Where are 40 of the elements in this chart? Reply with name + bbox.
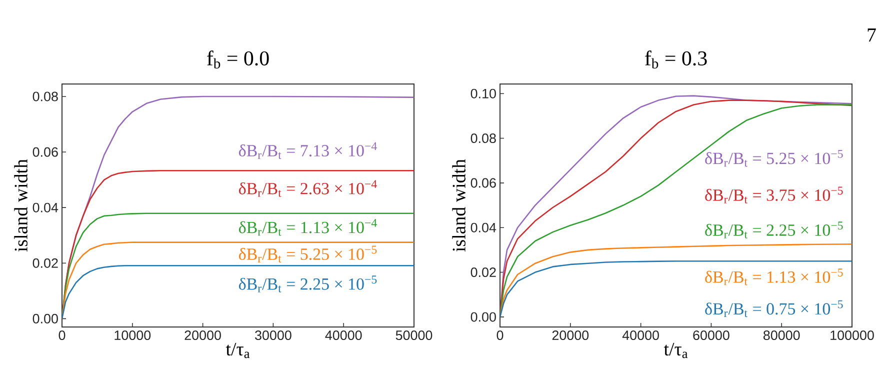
text: δB$_{r}$/B$_{t}$ = 3.75 × 10$^{−5}$: [705, 186, 843, 204]
y-tick-label: 0.06: [32, 147, 58, 157]
x-tick-label: 20000: [552, 330, 589, 340]
series-label: δB$_{r}$/B$_{t}$ = 1.13 × 10$^{−5}$: [705, 268, 843, 286]
series-label: δB$_{r}$/B$_{t}$ = 5.25 × 10$^{−5}$: [238, 246, 377, 262]
y-tick-label: 0.02: [32, 258, 58, 268]
x-tick-label: 40000: [325, 330, 362, 340]
text: δB$_{r}$/B$_{t}$ = 7.13 × 10$^{−4}$: [238, 142, 377, 159]
x-axis-title: t/τ$_{a}$: [226, 342, 250, 358]
chart-title: f$_{b}$ = 0.3: [645, 50, 707, 68]
y-tick-label: 0.00: [470, 312, 496, 322]
x-tick-label: 20000: [184, 330, 221, 340]
y-axis-title: island width: [14, 159, 28, 252]
y-tick-label: 0.02: [470, 268, 496, 278]
x-tick-label: 0: [496, 330, 504, 340]
y-tick-label: 0.00: [32, 314, 58, 324]
text: δB$_{r}$/B$_{t}$ = 0.75 × 10$^{−5}$: [705, 300, 843, 318]
y-tick-label: 0.08: [32, 92, 58, 102]
y-axis-title: island width: [452, 159, 466, 252]
series-label: δB$_{r}$/B$_{t}$ = 2.63 × 10$^{−4}$: [238, 180, 377, 197]
x-tick-label: 60000: [693, 330, 730, 340]
x-tick-label: 0: [58, 330, 66, 340]
y-tick-label: 0.06: [470, 178, 496, 188]
text: 7: [868, 28, 876, 42]
y-tick-label: 0.04: [32, 202, 58, 212]
x-tick-label: 50000: [396, 330, 432, 340]
x-tick-label: 100000: [830, 330, 874, 340]
series-label: δB$_{r}$/B$_{t}$ = 1.13 × 10$^{−4}$: [238, 218, 377, 236]
y-tick-label: 0.10: [470, 88, 496, 98]
series-label: δB$_{r}$/B$_{t}$ = 2.25 × 10$^{−5}$: [238, 276, 377, 292]
chart-title: f$_{b}$ = 0.0: [207, 50, 269, 68]
x-tick-label: 10000: [114, 330, 151, 340]
x-axis-title: t/τ$_{a}$: [664, 342, 688, 358]
text: δB$_{r}$/B$_{t}$ = 2.25 × 10$^{−5}$: [705, 222, 843, 238]
x-tick-label: 40000: [622, 330, 659, 340]
y-tick-label: 0.04: [470, 222, 496, 232]
x-tick-label: 80000: [763, 330, 800, 340]
y-tick-label: 0.08: [470, 134, 496, 144]
x-tick-label: 30000: [255, 330, 292, 340]
text: δB$_{r}$/B$_{t}$ = 5.25 × 10$^{−5}$: [705, 150, 843, 167]
